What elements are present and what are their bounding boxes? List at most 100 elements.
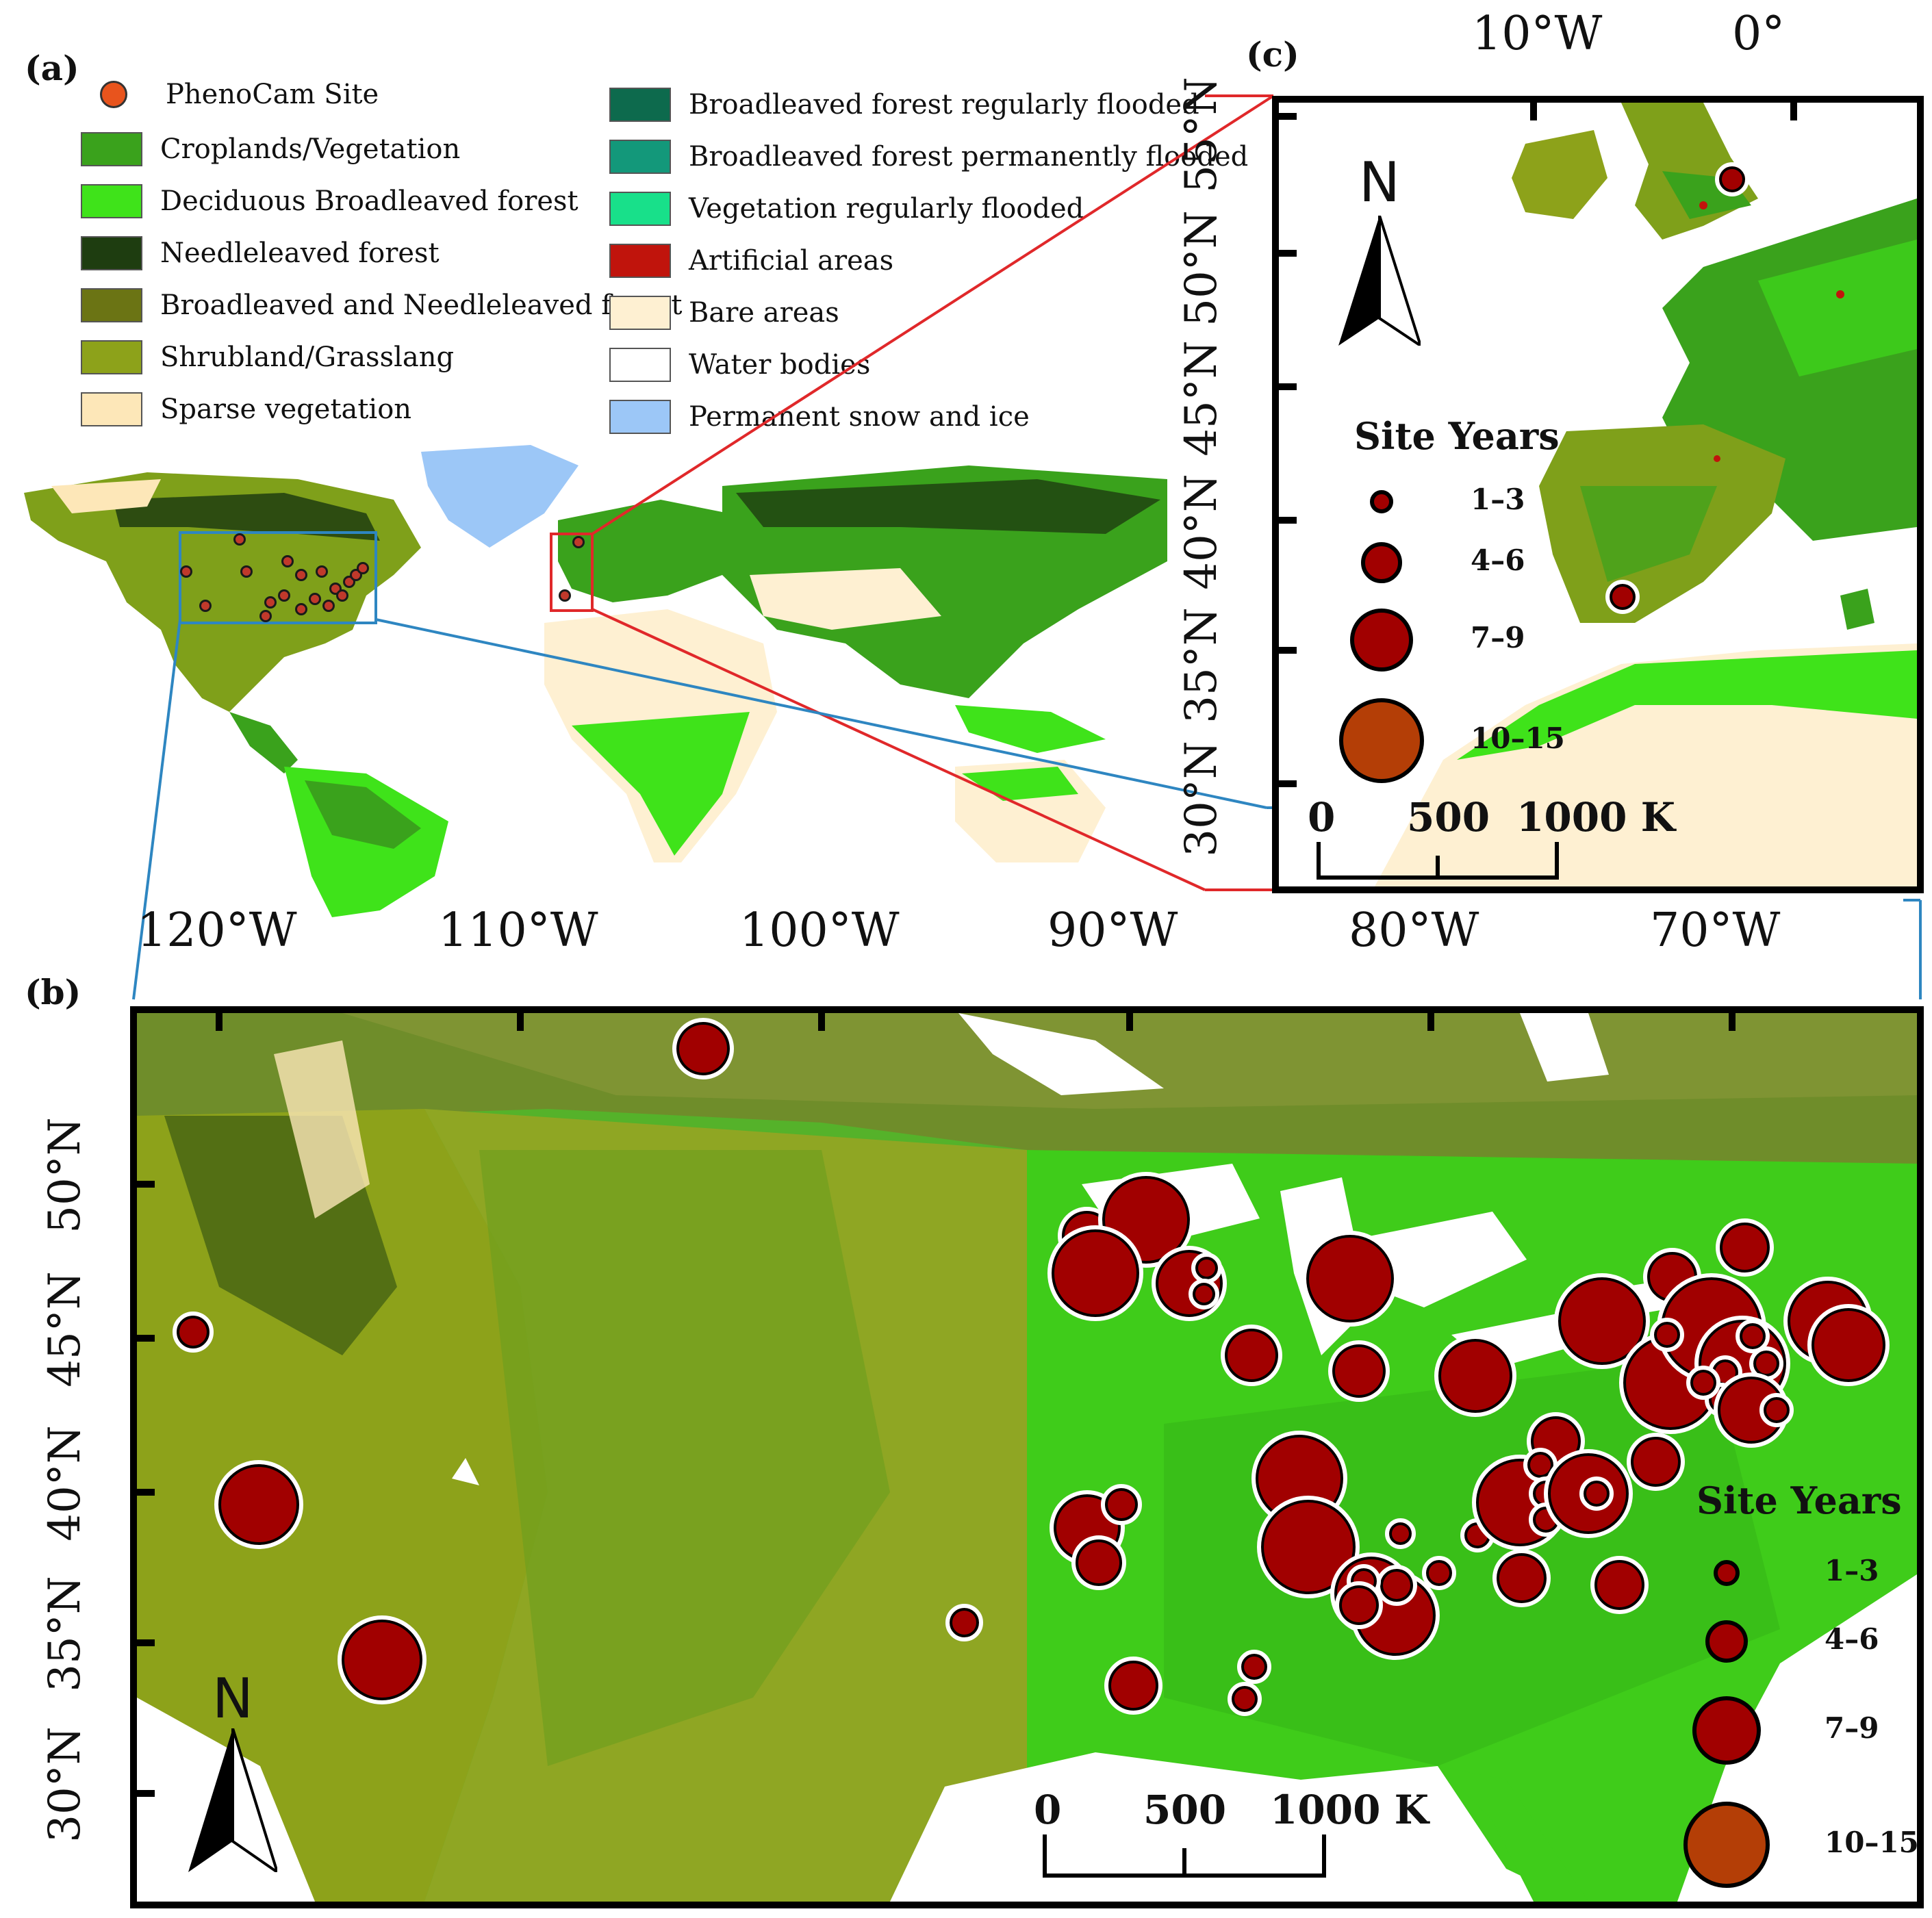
scale-1000: 1000 K: [1270, 1787, 1429, 1833]
north-arrow-icon: [188, 1728, 277, 1872]
tick-mark: [1279, 647, 1297, 654]
phenocam-site: [173, 1312, 214, 1353]
phenocam-site-dot: [199, 600, 212, 612]
y-tick-label: 50°N: [40, 1117, 90, 1233]
tick-mark: [137, 1489, 155, 1496]
site-years-icon: [1361, 542, 1402, 583]
phenocam-site: [1228, 1682, 1262, 1716]
site-years-label: 1–3: [1471, 483, 1525, 516]
y-tick-label: 45°N: [1176, 340, 1227, 457]
tick-mark: [1126, 1013, 1133, 1031]
phenocam-site-dot: [336, 589, 348, 602]
tick-mark: [216, 1013, 223, 1031]
phenocam-site-dot: [295, 603, 307, 615]
legend-label: Broadleaved and Needleleaved forest: [160, 290, 683, 321]
legend-entry: Bare areas: [609, 294, 839, 332]
site-years-label: 7–9: [1471, 621, 1525, 654]
phenocam-site-dot: [295, 569, 307, 581]
phenocam-site: [1335, 1581, 1383, 1629]
phenocam-site: [672, 1018, 734, 1079]
legend-swatch: [609, 244, 671, 278]
phenocam-site: [1590, 1555, 1649, 1614]
phenocam-site: [1605, 580, 1640, 614]
phenocam-site: [1715, 1218, 1774, 1277]
phenocam-site-dot: [180, 565, 192, 578]
legend-label: Artificial areas: [689, 245, 894, 277]
phenocam-site: [1302, 1231, 1398, 1327]
y-tick-label: 40°N: [1176, 474, 1227, 590]
north-label: N: [1359, 151, 1400, 214]
legend-entry: Croplands/Vegetation: [81, 130, 460, 168]
phenocam-site-dot: [572, 536, 585, 548]
legend-label: PhenoCam Site: [166, 79, 379, 110]
legend-entry: Needleleaved forest: [81, 234, 440, 272]
legend-swatch: [609, 400, 671, 434]
site-years-label: 1–3: [1825, 1554, 1879, 1587]
phenocam-site-dot: [357, 562, 369, 574]
scale-0: 0: [1308, 794, 1336, 841]
phenocam-site-dot: [281, 555, 294, 567]
greenland: [421, 445, 579, 548]
site-years-label: 10–15: [1825, 1826, 1919, 1859]
legend-swatch: [81, 184, 142, 218]
legend-swatch: [609, 348, 671, 382]
scale-0: 0: [1034, 1787, 1062, 1833]
x-tick-label: 120°W: [137, 904, 297, 958]
legend-swatch: [81, 288, 142, 322]
tick-mark: [137, 1335, 155, 1342]
legend-entry: Artificial areas: [609, 242, 893, 280]
europe: [558, 500, 729, 602]
phenocam-site-dot: [316, 565, 328, 578]
site-years-label: 10–15: [1471, 721, 1565, 755]
world-map: [24, 445, 1167, 917]
y-tick-label: 50°N: [1176, 210, 1227, 327]
phenocam-site: [1807, 1304, 1890, 1386]
site-years-icon: [1339, 698, 1424, 783]
legend-label: Shrubland/Grasslang: [160, 342, 455, 373]
panel-a-label: (a): [25, 48, 79, 88]
legend-label: Needleleaved forest: [160, 238, 440, 269]
phenocam-site: [1384, 1518, 1416, 1549]
north-arrow-icon: [1338, 216, 1421, 346]
phenocam-site: [1554, 1273, 1650, 1369]
site-years-icon: [1683, 1802, 1770, 1888]
legend-swatch: [609, 192, 671, 226]
site-years-label: 4–6: [1471, 544, 1525, 577]
panel-c-label: (c): [1246, 34, 1299, 75]
y-tick-label: 35°N: [40, 1576, 90, 1692]
phenocam-site: [1650, 1318, 1684, 1352]
phenocam-site: [1221, 1325, 1282, 1386]
legend-entry: Deciduous Broadleaved forest: [81, 182, 579, 220]
legend-swatch: [609, 140, 671, 174]
legend-entry: Broadleaved forest regularly flooded: [609, 86, 1199, 124]
phenocam-site-dot: [233, 533, 246, 546]
tick-mark: [517, 1013, 524, 1031]
phenocam-site: [1071, 1535, 1126, 1590]
site-years-label: 4–6: [1825, 1622, 1879, 1656]
europe-inset-box: [550, 533, 594, 612]
site-years-icon: [1692, 1696, 1761, 1765]
tick-mark: [1279, 780, 1297, 787]
phenocam-site: [1492, 1548, 1551, 1607]
phenocam-site: [214, 1460, 303, 1549]
legend-label: Croplands/Vegetation: [160, 133, 461, 165]
x-tick-label: 80°W: [1349, 904, 1479, 958]
y-tick-label: 30°N: [40, 1726, 90, 1843]
phenocam-site-dot: [559, 589, 571, 602]
legend-swatch: [81, 236, 142, 270]
scale-1000: 1000 K: [1516, 794, 1676, 841]
phenocam-site-dot: [264, 596, 277, 609]
y-tick-label: 40°N: [40, 1425, 90, 1542]
phenocam-site: [338, 1615, 427, 1704]
site-years-icon: [1714, 1560, 1740, 1586]
phenocam-site: [1715, 162, 1749, 196]
tick-mark: [818, 1013, 825, 1031]
legend-label: Deciduous Broadleaved forest: [160, 186, 579, 217]
panel-b-legend-title: Site Years: [1696, 1479, 1902, 1522]
y-tick-label: 55°N: [1176, 77, 1227, 193]
x-tick-label: 100°W: [739, 904, 900, 958]
phenocam-site: [1104, 1656, 1162, 1715]
phenocam-site: [1101, 1484, 1142, 1525]
legend-entry: Vegetation regularly flooded: [609, 190, 1084, 228]
legend-label: Bare areas: [689, 297, 839, 329]
